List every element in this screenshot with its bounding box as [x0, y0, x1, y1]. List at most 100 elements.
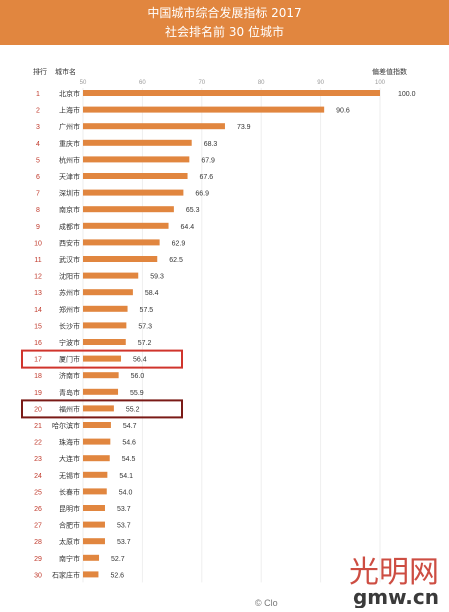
value-label: 54.5	[122, 456, 136, 463]
city-label: 北京市	[59, 89, 80, 98]
value-label: 64.4	[181, 224, 195, 231]
bar	[83, 106, 325, 113]
value-label: 57.2	[138, 340, 152, 347]
bar	[83, 488, 107, 495]
chart-banner: 中国城市综合发展指标 2017 社会排名前 30 位城市	[0, 0, 449, 45]
photo-credit: © Clo	[255, 598, 278, 608]
city-label: 大连市	[59, 454, 80, 463]
bar	[83, 272, 139, 279]
city-label: 南宁市	[59, 554, 80, 563]
city-label: 昆明市	[59, 504, 80, 513]
bar	[83, 222, 169, 229]
bar	[83, 206, 174, 213]
bar	[83, 156, 190, 163]
value-label: 62.5	[169, 257, 183, 264]
bar	[83, 139, 192, 146]
city-label: 重庆市	[59, 139, 80, 148]
rank-label: 29	[34, 556, 42, 563]
city-label: 无锡市	[59, 471, 80, 480]
value-label: 68.3	[204, 141, 218, 148]
bar	[83, 189, 184, 196]
chart-title: 中国城市综合发展指标 2017	[147, 6, 302, 20]
value-label: 53.7	[117, 523, 131, 530]
highlight-box	[21, 399, 183, 419]
rank-label: 6	[36, 174, 40, 181]
value-label: 67.6	[200, 174, 214, 181]
value-label: 73.9	[237, 124, 251, 131]
rank-label: 14	[34, 307, 42, 314]
bar	[83, 372, 119, 379]
bar	[83, 538, 105, 545]
city-label: 杭州市	[59, 155, 80, 164]
value-label: 57.3	[138, 323, 152, 330]
x-tick-label: 50	[80, 80, 87, 86]
bar	[83, 339, 126, 345]
watermark-chinese-text: 光明网	[349, 555, 439, 590]
city-label: 苏州市	[59, 288, 80, 297]
city-label: 上海市	[59, 106, 80, 115]
watermark-domain-text: gmw.cn	[353, 585, 439, 608]
value-label: 54.6	[122, 440, 136, 447]
x-tick-label: 80	[258, 80, 265, 86]
rank-label: 8	[36, 207, 40, 214]
value-label: 100.0	[398, 91, 416, 98]
rank-label: 21	[34, 423, 42, 430]
value-label: 54.0	[119, 489, 133, 496]
value-label: 56.4	[133, 357, 147, 364]
bar	[83, 505, 105, 511]
city-label: 广州市	[59, 122, 80, 131]
rank-label: 10	[34, 240, 42, 247]
rank-label: 25	[34, 489, 42, 496]
rank-label: 1	[36, 91, 40, 98]
city-label: 济南市	[59, 371, 80, 380]
city-label: 合肥市	[59, 521, 80, 530]
rank-label: 23	[34, 456, 42, 463]
city-label: 长沙市	[59, 321, 80, 330]
rank-label: 30	[34, 572, 42, 579]
gmw-watermark-logo: 光明网 gmw.cn	[349, 555, 439, 608]
bar	[83, 405, 114, 412]
rank-label: 5	[36, 157, 40, 164]
rank-label: 16	[34, 340, 42, 347]
city-label: 深圳市	[59, 189, 80, 198]
city-label: 太原市	[59, 537, 80, 546]
value-label: 52.7	[111, 556, 125, 563]
bar	[83, 90, 380, 96]
rank-label: 20	[34, 406, 42, 413]
city-label: 宁波市	[59, 338, 80, 347]
rank-label: 15	[34, 323, 42, 330]
city-label: 珠海市	[59, 438, 80, 447]
bar	[83, 521, 105, 528]
rank-label: 2	[36, 108, 40, 115]
bar	[83, 322, 127, 329]
rank-label: 18	[34, 373, 42, 380]
city-label: 青岛市	[59, 388, 80, 397]
bar	[83, 438, 111, 445]
x-tick-label: 90	[317, 80, 324, 86]
value-label: 58.4	[145, 290, 159, 297]
bar	[83, 455, 110, 462]
bar	[83, 173, 188, 179]
value-label: 55.9	[130, 390, 144, 397]
rank-label: 26	[34, 506, 42, 513]
rank-column-header: 排行	[33, 67, 47, 76]
rank-label: 28	[34, 539, 42, 546]
rank-label: 27	[34, 523, 42, 530]
city-label: 厦门市	[59, 355, 80, 364]
value-label: 66.9	[195, 191, 209, 198]
value-label: 53.7	[117, 539, 131, 546]
city-label: 成都市	[59, 222, 80, 231]
x-tick-label: 70	[198, 80, 205, 86]
rank-label: 7	[36, 191, 40, 198]
rank-label: 17	[34, 357, 42, 364]
rank-label: 3	[36, 124, 40, 131]
city-label: 哈尔滨市	[52, 421, 80, 430]
value-label: 53.7	[117, 506, 131, 513]
bar	[83, 554, 100, 561]
city-label: 武汉市	[59, 255, 80, 264]
bar	[83, 305, 128, 312]
city-column-header: 城市名	[55, 67, 76, 76]
value-label: 56.0	[131, 373, 145, 380]
value-label: 54.7	[123, 423, 137, 430]
